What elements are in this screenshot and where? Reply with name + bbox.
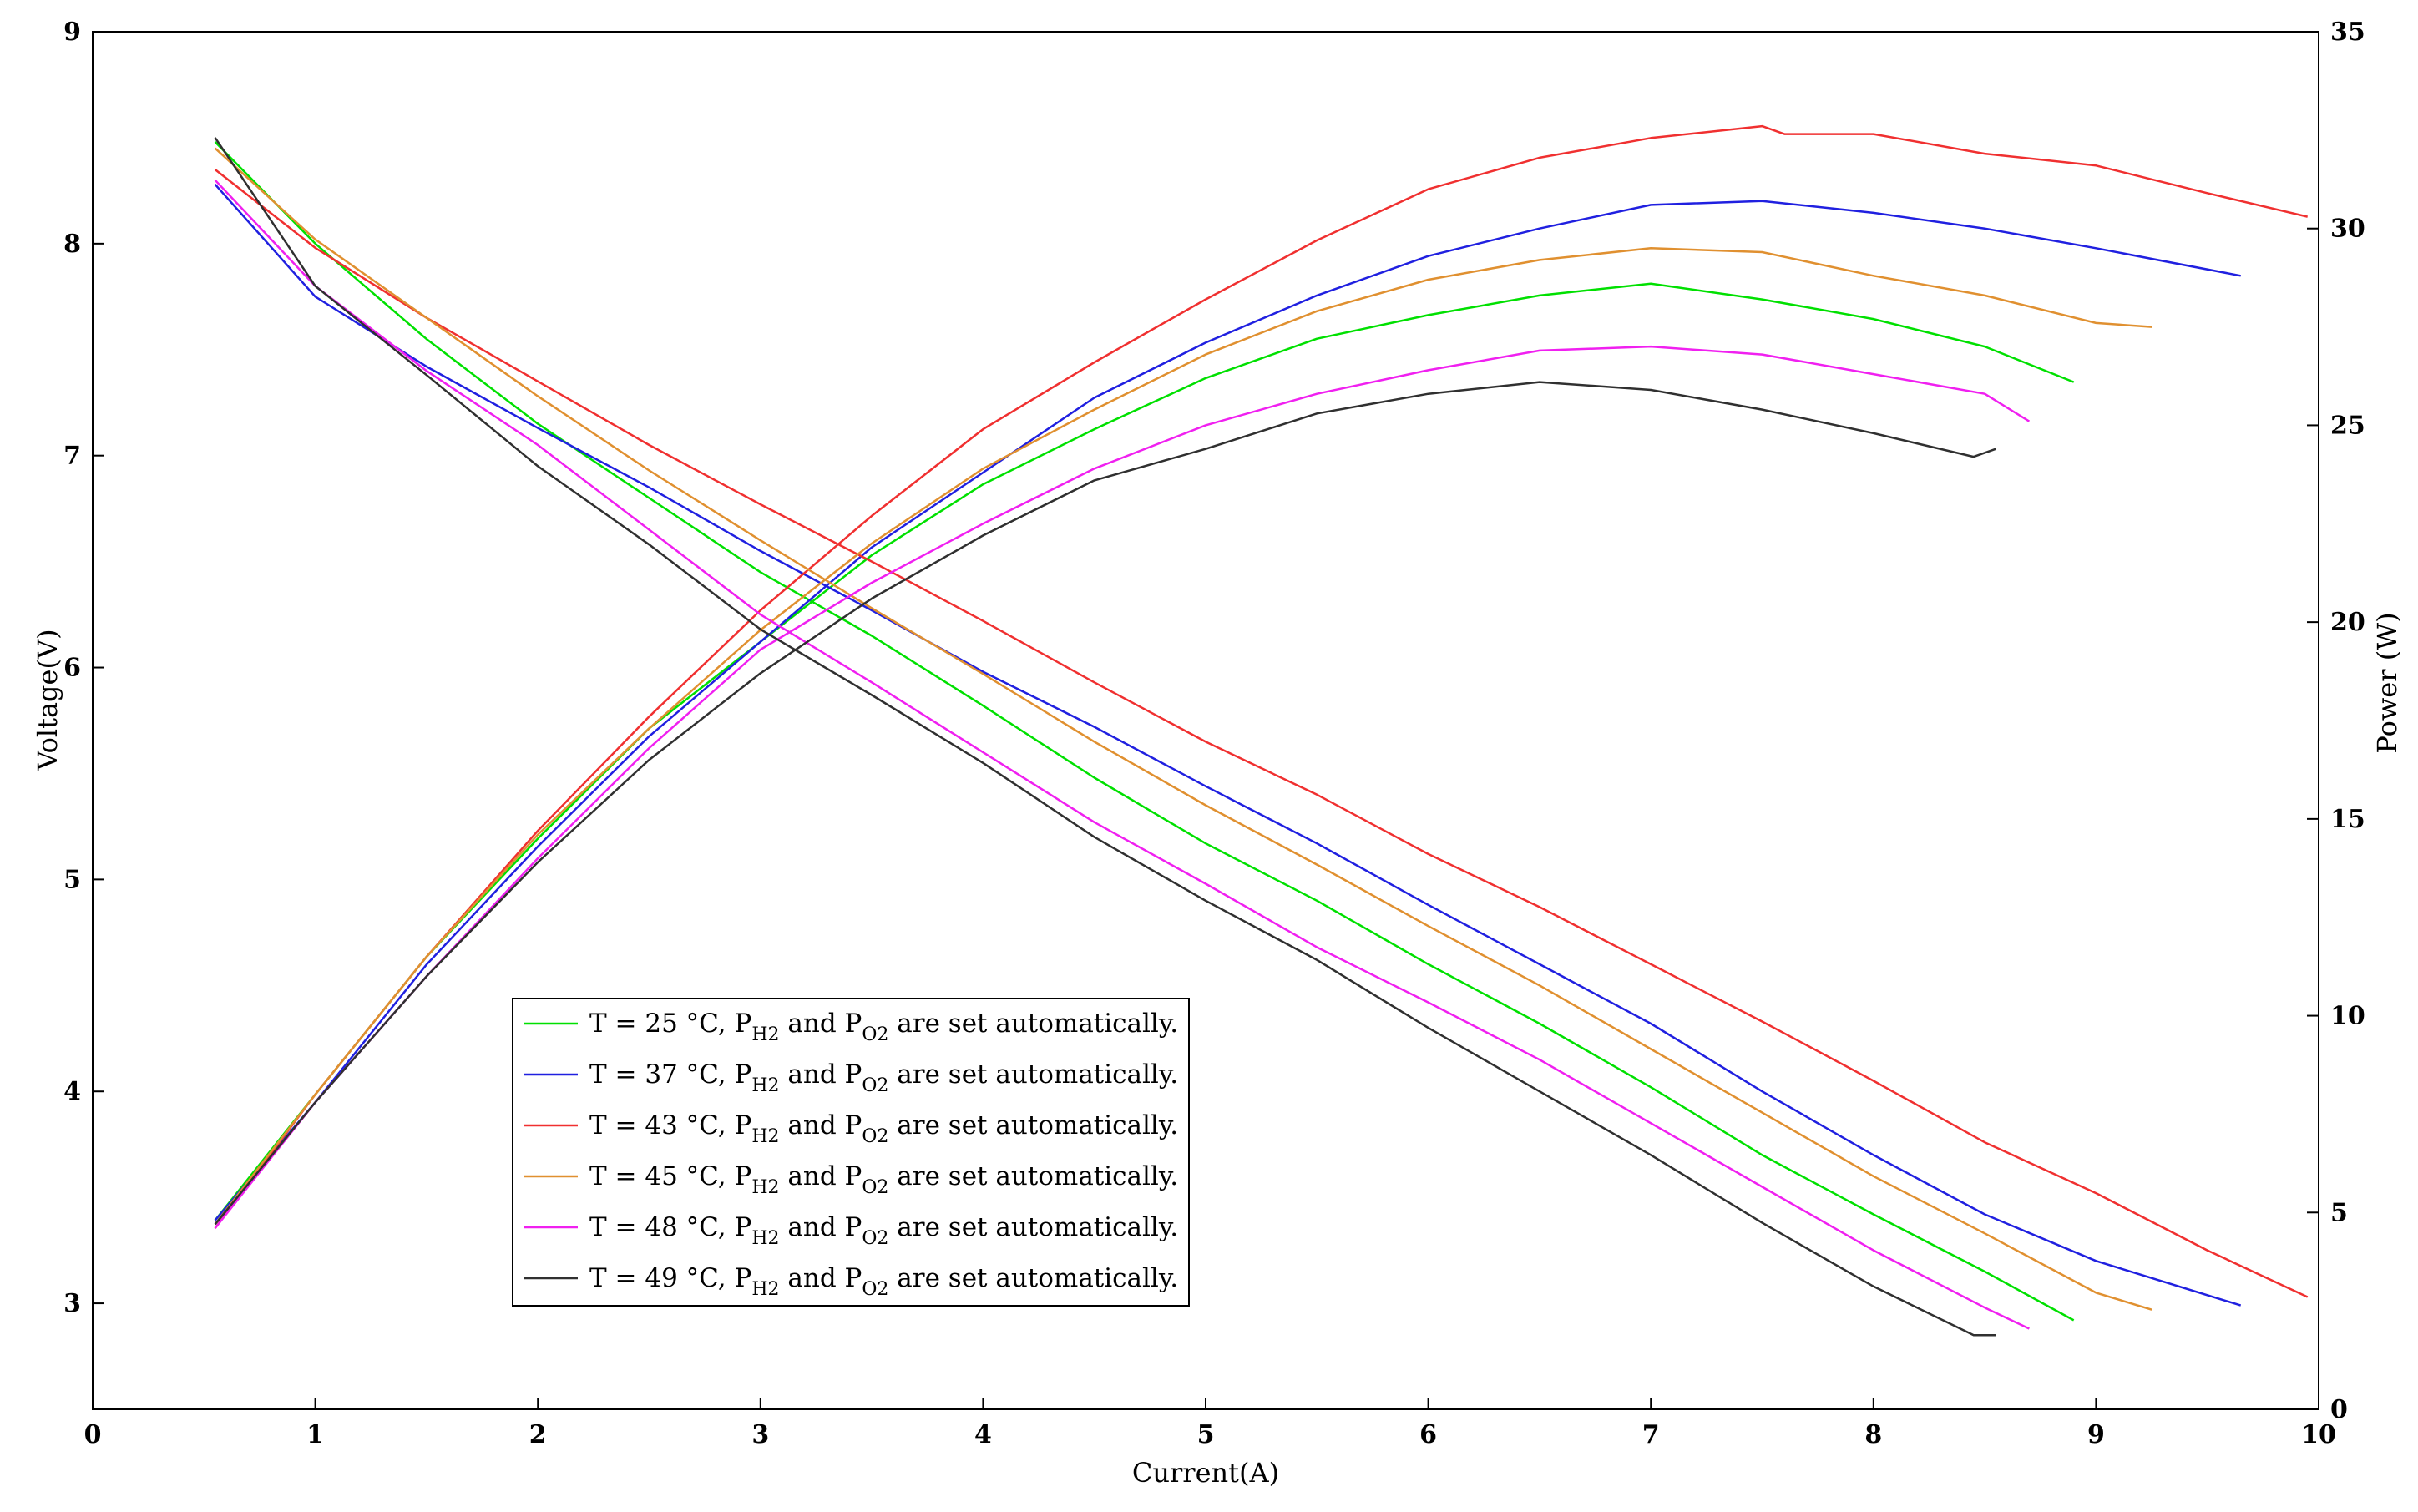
x-tick-label: 5 [1197, 1420, 1215, 1449]
left-y-tick-label: 4 [63, 1077, 81, 1106]
voltage-line-series-4 [214, 147, 2152, 1311]
power-line-series-2 [214, 200, 2241, 1221]
x-tick-label: 7 [1642, 1420, 1660, 1449]
left-y-tick-label: 9 [63, 18, 81, 47]
x-tick-label: 4 [974, 1420, 992, 1449]
x-tick-label: 6 [1419, 1420, 1437, 1449]
series-layer [214, 124, 2309, 1337]
legend-label-series-2: T = 37 °C, PH2 and PO2 are set automatic… [589, 1059, 1178, 1096]
x-tick-label: 0 [84, 1420, 102, 1449]
right-y-tick-label: 30 [2330, 215, 2365, 244]
legend-label-series-3: T = 43 °C, PH2 and PO2 are set automatic… [589, 1110, 1178, 1147]
right-y-axis-title: Power (W) [2371, 612, 2403, 753]
legend: T = 25 °C, PH2 and PO2 are set automatic… [512, 998, 1190, 1307]
x-tick-label: 8 [1864, 1420, 1882, 1449]
power-line-series-5 [214, 345, 2031, 1229]
axes-layer: 0 1 2 3 4 5 6 7 8 9 10 3 4 5 6 7 8 9 0 5 10 15 20 25 30 35 [63, 18, 2365, 1449]
left-y-tick-label: 5 [63, 865, 81, 894]
left-y-tick-label: 7 [63, 442, 81, 471]
right-y-tick-label: 20 [2330, 608, 2365, 637]
right-y-tick-label: 0 [2330, 1395, 2348, 1424]
x-tick-label: 1 [306, 1420, 324, 1449]
x-tick-label: 3 [751, 1420, 769, 1449]
legend-label-series-1: T = 25 °C, PH2 and PO2 are set automatic… [589, 1009, 1178, 1045]
x-tick-label: 10 [2301, 1420, 2336, 1449]
voltage-line-series-6 [214, 137, 1996, 1337]
voltage-line-series-3 [214, 169, 2309, 1298]
legend-items: T = 25 °C, PH2 and PO2 are set automatic… [524, 1009, 1178, 1300]
legend-label-series-5: T = 48 °C, PH2 and PO2 are set automatic… [589, 1212, 1178, 1249]
x-tick-label: 9 [2087, 1420, 2105, 1449]
left-y-tick-label: 3 [63, 1289, 81, 1318]
power-line-series-4 [214, 247, 2152, 1226]
voltage-line-series-1 [214, 141, 2075, 1322]
right-y-tick-label: 10 [2330, 1002, 2365, 1031]
plot-frame [92, 31, 2319, 1410]
left-y-axis-title: Voltage(V) [32, 629, 63, 771]
x-tick-label: 2 [529, 1420, 547, 1449]
voltage-line-series-2 [214, 183, 2242, 1307]
right-y-tick-label: 5 [2330, 1198, 2348, 1227]
right-y-tick-label: 35 [2330, 18, 2365, 47]
power-line-series-3 [214, 124, 2308, 1229]
voltage-line-series-5 [214, 179, 2030, 1330]
right-y-tick-label: 25 [2330, 411, 2365, 440]
power-line-series-1 [214, 282, 2075, 1221]
legend-label-series-6: T = 49 °C, PH2 and PO2 are set automatic… [589, 1263, 1178, 1300]
legend-label-series-4: T = 45 °C, PH2 and PO2 are set automatic… [589, 1161, 1178, 1198]
legend-box [512, 998, 1190, 1307]
right-y-tick-label: 15 [2330, 805, 2365, 834]
power-line-series-6 [214, 381, 1996, 1226]
left-y-tick-label: 6 [63, 654, 81, 683]
left-y-tick-label: 8 [63, 230, 81, 259]
x-axis-title: Current(A) [1132, 1457, 1279, 1489]
